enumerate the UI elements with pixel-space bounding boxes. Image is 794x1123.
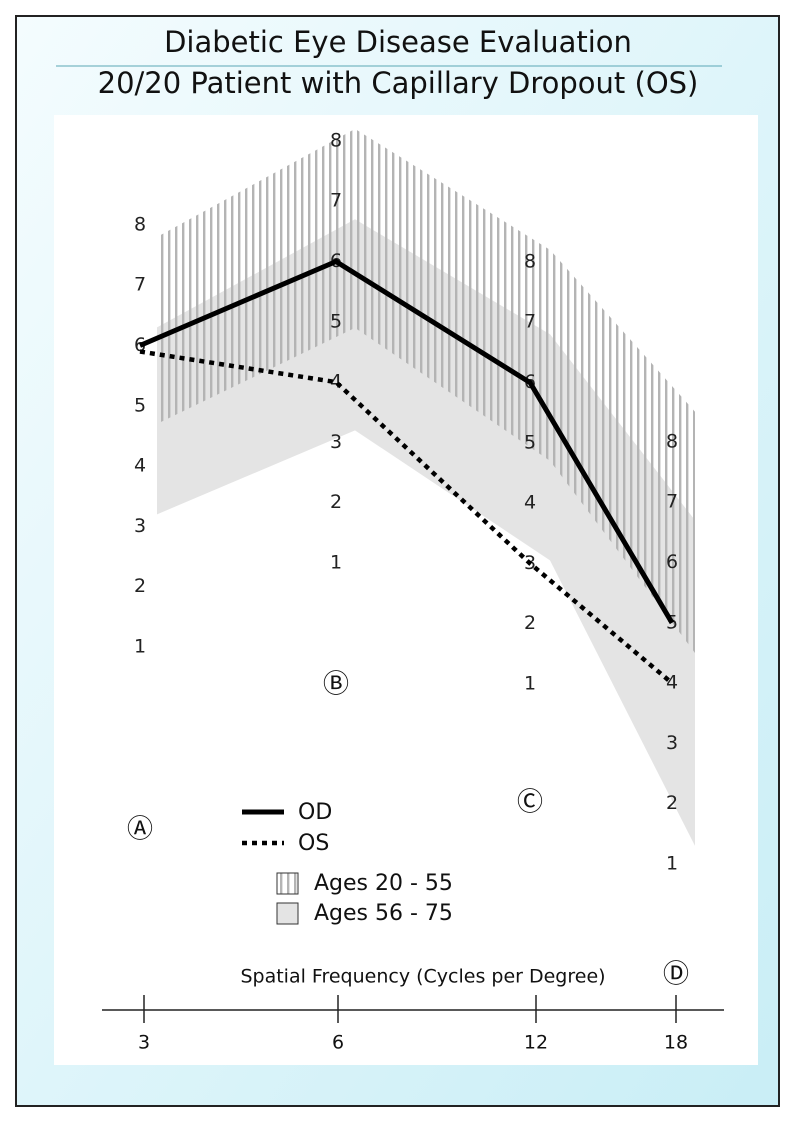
legend-label: Ages 56 - 75 [314,901,453,926]
chart-subtitle: 20/20 Patient with Capillary Dropout (OS… [98,66,699,100]
column-scale-label: 2 [666,792,678,814]
x-tick-label: 18 [664,1032,688,1054]
column-scale-label: 7 [524,311,536,333]
legend-label: OS [298,831,329,856]
column-letter: Ⓒ [517,788,543,818]
column-scale-label: 1 [330,552,342,574]
column-scale-label: 7 [330,190,342,212]
column-scale-label: 1 [666,853,678,875]
column-scale-label: 2 [524,612,536,634]
column-scale-label: 8 [134,213,146,235]
column-scale-label: 1 [134,636,146,658]
column-scale-label: 3 [666,732,678,754]
column-letter: Ⓐ [127,815,153,845]
column-letter: Ⓑ [323,670,349,700]
legend-label: OD [298,800,332,825]
column-scale-label: 3 [330,431,342,453]
column-scale-label: 5 [134,394,146,416]
x-tick-label: 12 [524,1032,548,1054]
column-scale-label: 7 [134,274,146,296]
column-scale-label: 7 [666,491,678,513]
column-scale-label: 1 [524,673,536,695]
column-scale-label: 4 [524,492,536,514]
column-scale-label: 5 [330,310,342,332]
column-scale-label: 5 [524,431,536,453]
column-scale-label: 3 [134,515,146,537]
age-band [157,128,695,653]
column-scale-label: 8 [330,129,342,151]
x-axis-label: Spatial Frequency (Cycles per Degree) [240,966,605,988]
chart-title: Diabetic Eye Disease Evaluation [164,25,632,59]
x-tick-label: 6 [332,1032,344,1054]
column-scale-label: 2 [134,575,146,597]
column-scale-label: 8 [666,430,678,452]
column-scale-label: 2 [330,491,342,513]
series-line [139,258,675,625]
legend-label: Ages 20 - 55 [314,871,453,896]
column-letter: Ⓓ [663,960,689,990]
legend-swatch [276,902,299,925]
column-scale-label: 8 [524,250,536,272]
column-scale-label: 4 [666,672,678,694]
column-scale-label: 6 [666,551,678,573]
series-line [139,349,674,685]
legend-swatch [276,872,299,895]
column-scale-label: 4 [134,455,146,477]
x-tick-label: 3 [138,1032,150,1054]
